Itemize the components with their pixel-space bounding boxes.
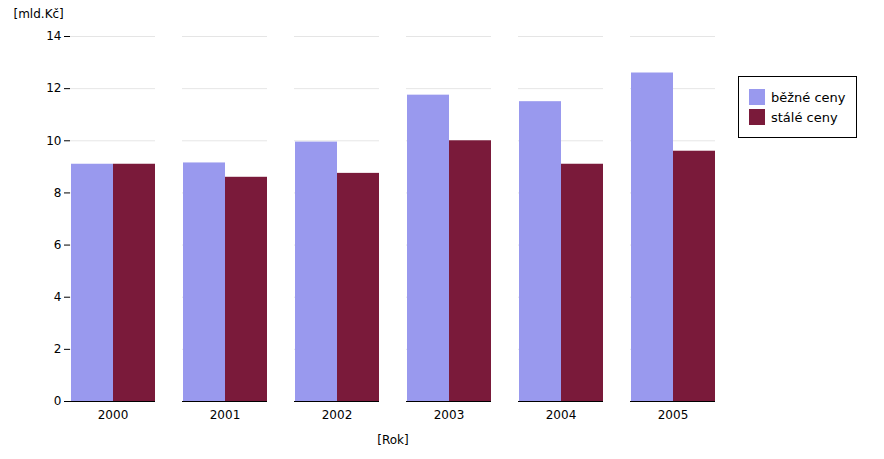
html-text:stálé ceny: stálé ceny: [771, 109, 838, 125]
svg-text:[Rok]: [Rok]: [377, 433, 408, 447]
svg-text:2004: 2004: [546, 408, 577, 422]
html-text:běžné ceny: běžné ceny: [771, 89, 846, 105]
svg-text:4: 4: [54, 290, 62, 304]
svg-text:6: 6: [54, 238, 62, 252]
svg-text:14: 14: [46, 29, 61, 43]
svg-text:2000: 2000: [98, 408, 129, 422]
svg-text:2001: 2001: [210, 408, 241, 422]
svg-text:2002: 2002: [322, 408, 353, 422]
svg-text:[mld.Kč]: [mld.Kč]: [14, 7, 64, 21]
svg-text:2005: 2005: [658, 408, 689, 422]
svg-text:8: 8: [54, 186, 62, 200]
svg-text:10: 10: [46, 134, 61, 148]
svg-text:12: 12: [46, 81, 61, 95]
svg-text:0: 0: [54, 394, 62, 408]
svg-text:2: 2: [54, 342, 62, 356]
svg-text:2003: 2003: [434, 408, 465, 422]
